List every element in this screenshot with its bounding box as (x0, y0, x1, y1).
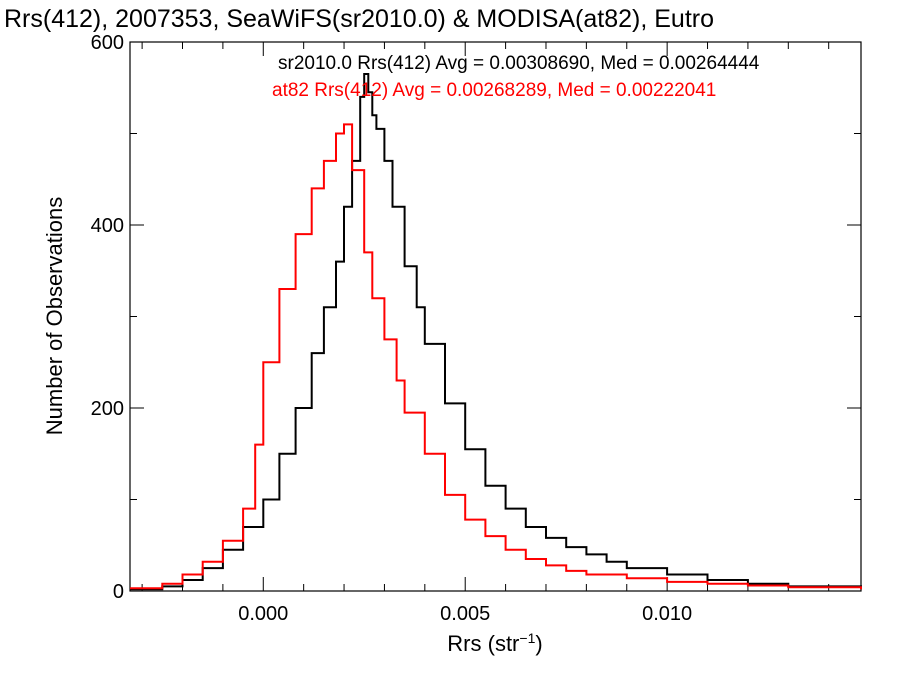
y-axis-label: Number of Observations (42, 197, 67, 435)
y-tick-label: 400 (91, 215, 124, 237)
legend-series-at82: at82 Rrs(412) Avg = 0.00268289, Med = 0.… (272, 80, 716, 101)
plot-axes (129, 41, 862, 592)
chart-title: Rrs(412), 2007353, SeaWiFS(sr2010.0) & M… (4, 5, 714, 33)
y-tick-label: 0 (113, 581, 124, 603)
series-sr2010-line (130, 73, 862, 591)
x-axis-label: Rrs (str−1) (447, 630, 542, 656)
x-axis-label-end: ) (535, 631, 542, 656)
y-axis-ticks: 0 200 400 600 (91, 32, 861, 603)
x-axis-label-superscript: −1 (519, 630, 535, 646)
x-axis-label-main: Rrs (str (447, 631, 519, 656)
legend-series-sr2010: sr2010.0 Rrs(412) Avg = 0.00308690, Med … (278, 53, 760, 74)
plot-frame (129, 41, 862, 592)
y-tick-label: 200 (91, 398, 124, 420)
x-axis-ticks: 0.000 0.005 0.010 (141, 42, 830, 625)
series-at82-line (130, 123, 862, 590)
series-layer (130, 73, 862, 591)
x-tick-label: 0.000 (238, 603, 288, 625)
x-tick-label: 0.005 (440, 603, 490, 625)
y-tick-label: 600 (91, 32, 124, 54)
x-tick-label: 0.010 (642, 603, 692, 625)
